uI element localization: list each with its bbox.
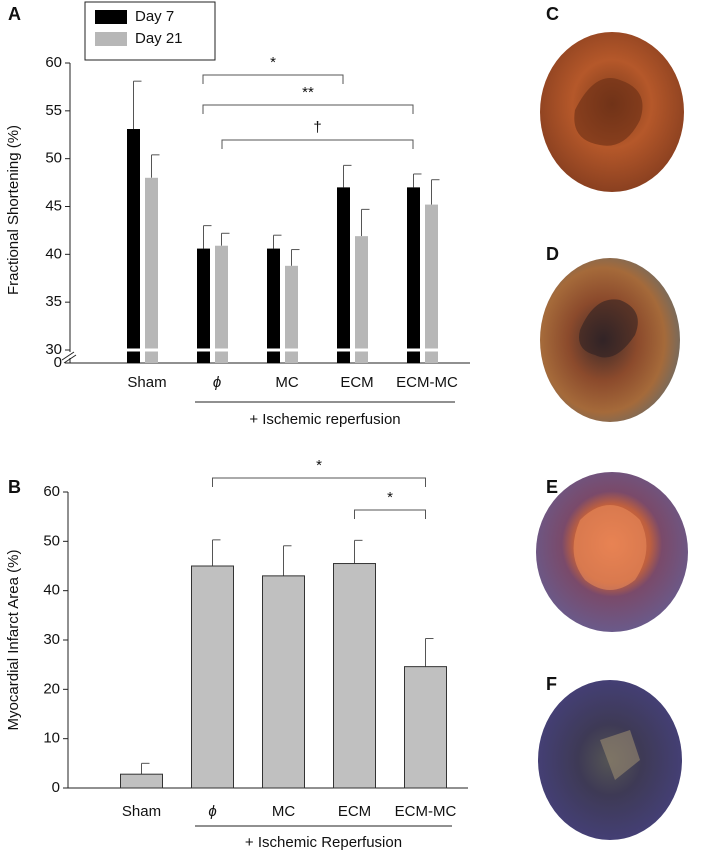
bar bbox=[355, 236, 368, 363]
significance-mark: * bbox=[316, 457, 322, 474]
y-tick-label: 55 bbox=[45, 102, 62, 119]
bar bbox=[145, 177, 158, 363]
x-tick-label: ϕ bbox=[208, 803, 216, 820]
bar bbox=[197, 248, 210, 363]
x-tick-label: Sham bbox=[122, 803, 161, 820]
legend-swatch bbox=[95, 10, 127, 24]
bar bbox=[262, 575, 305, 789]
legend-label: Day 7 bbox=[135, 8, 174, 25]
y-tick-label: 0 bbox=[52, 779, 60, 796]
bar bbox=[191, 565, 234, 789]
y-tick-label: 40 bbox=[45, 245, 62, 262]
y-tick-label: 50 bbox=[45, 150, 62, 167]
axis-break bbox=[72, 348, 472, 352]
bar bbox=[333, 563, 376, 789]
y-tick-label: 60 bbox=[43, 483, 60, 500]
panel-label: F bbox=[546, 674, 557, 694]
significance-bracket bbox=[202, 104, 414, 114]
panel-label: D bbox=[546, 244, 559, 264]
bar bbox=[285, 265, 298, 363]
photo-detail bbox=[600, 730, 640, 780]
photo-detail bbox=[573, 505, 647, 590]
bar bbox=[404, 666, 447, 789]
y-tick-label: 20 bbox=[43, 680, 60, 697]
bar bbox=[267, 248, 280, 363]
photo-detail bbox=[574, 78, 643, 146]
y-tick-label: 35 bbox=[45, 293, 62, 310]
y-tick-label: 10 bbox=[43, 730, 60, 747]
axis-break bbox=[63, 354, 77, 364]
x-tick-label: MC bbox=[272, 803, 295, 820]
x-tick-label: ECM-MC bbox=[396, 374, 458, 391]
panel-label: E bbox=[546, 477, 558, 497]
significance-mark: * bbox=[270, 54, 276, 71]
bar bbox=[337, 187, 350, 363]
group-label: + Ischemic Reperfusion bbox=[245, 834, 402, 851]
significance-bracket bbox=[354, 509, 426, 519]
x-tick-label: Sham bbox=[127, 374, 166, 391]
axis-break bbox=[61, 351, 75, 361]
bar bbox=[425, 204, 438, 363]
y-tick-label: 50 bbox=[43, 532, 60, 549]
y-tick-label: 30 bbox=[45, 341, 62, 358]
y-tick-label: 40 bbox=[43, 582, 60, 599]
significance-bracket bbox=[221, 139, 414, 149]
y-tick-label: 30 bbox=[43, 631, 60, 648]
y-tick-label: 60 bbox=[45, 54, 62, 71]
panel-label: A bbox=[8, 4, 21, 24]
bar bbox=[120, 773, 163, 789]
bar bbox=[407, 187, 420, 363]
significance-mark: * bbox=[387, 489, 393, 506]
legend-label: Day 21 bbox=[135, 30, 183, 47]
significance-mark: † bbox=[313, 119, 321, 136]
x-tick-label: ECM bbox=[338, 803, 371, 820]
y-axis-label: Myocardial Infarct Area (%) bbox=[5, 550, 22, 731]
y-axis-label: Fractional Shortening (%) bbox=[5, 125, 22, 295]
x-tick-label: ECM bbox=[340, 374, 373, 391]
photo-detail bbox=[579, 299, 638, 358]
bar bbox=[127, 129, 140, 363]
panel-label: C bbox=[546, 4, 559, 24]
y-tick-label: 0 bbox=[54, 354, 62, 371]
legend-swatch bbox=[95, 32, 127, 46]
group-label: + Ischemic reperfusion bbox=[249, 411, 400, 428]
panel-label: B bbox=[8, 477, 21, 497]
bar bbox=[215, 245, 228, 363]
x-tick-label: ECM-MC bbox=[395, 803, 457, 820]
significance-bracket bbox=[212, 477, 426, 487]
x-tick-label: MC bbox=[275, 374, 298, 391]
significance-mark: ** bbox=[302, 84, 314, 101]
significance-bracket bbox=[202, 74, 344, 84]
x-tick-label: ϕ bbox=[213, 374, 221, 391]
y-tick-label: 45 bbox=[45, 197, 62, 214]
photos bbox=[536, 32, 688, 840]
